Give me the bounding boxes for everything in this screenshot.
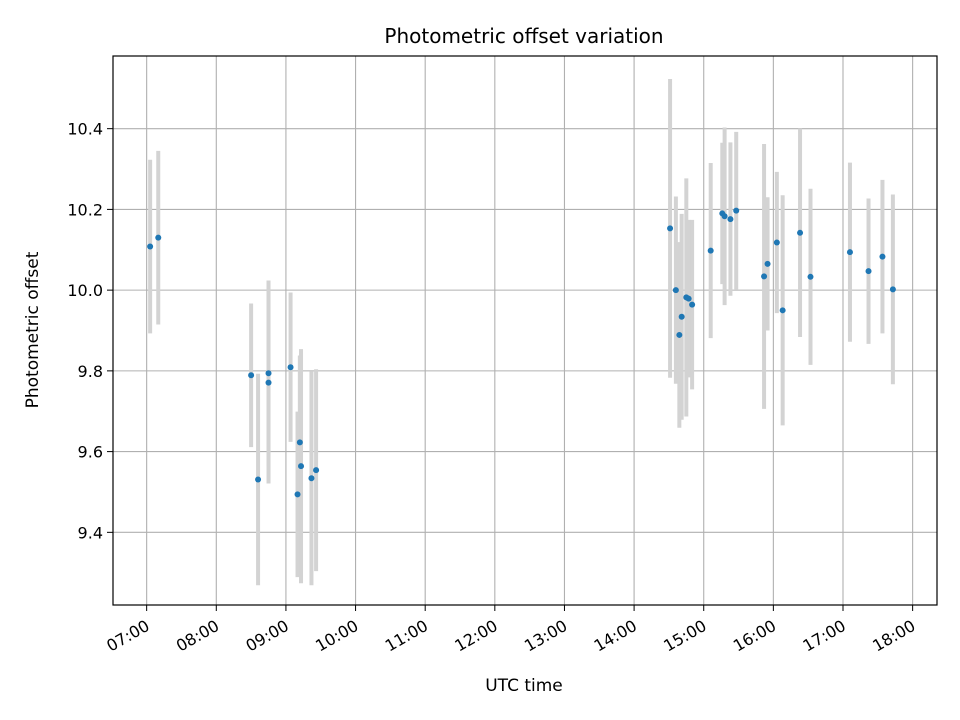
data-point: [773, 239, 780, 246]
y-tick-label: 10.2: [67, 200, 103, 219]
y-tick-label: 9.4: [78, 523, 103, 542]
x-tick-label: 09:00: [242, 616, 291, 656]
data-point: [147, 243, 154, 250]
data-point: [779, 307, 786, 314]
y-axis-ticks: 9.4 9.6 9.8 10.0 10.2 10.4: [67, 120, 113, 542]
data-point: [707, 247, 714, 254]
data-point: [865, 268, 872, 275]
data-point: [294, 491, 301, 498]
data-point: [761, 273, 768, 280]
data-point: [846, 249, 853, 256]
data-point: [308, 475, 315, 482]
data-point: [879, 253, 886, 260]
grid-lines: [113, 56, 937, 605]
x-tick-label: 12:00: [451, 616, 500, 656]
data-point: [296, 439, 303, 446]
data-point: [676, 331, 683, 338]
y-tick-label: 10.4: [67, 120, 103, 139]
data-point: [764, 260, 771, 267]
y-tick-label: 9.8: [78, 362, 103, 381]
x-axis-ticks: 07:00 08:00 09:00 10:00 11:00 12:00 13:00 14:00…: [103, 605, 919, 656]
x-tick-label: 10:00: [312, 616, 361, 656]
x-tick-label: 13:00: [521, 616, 570, 656]
data-point: [265, 379, 272, 386]
x-tick-label: 11:00: [382, 616, 431, 656]
data-point: [672, 287, 679, 294]
data-points: [147, 207, 896, 498]
x-tick-label: 08:00: [173, 616, 222, 656]
data-point: [678, 313, 685, 320]
data-point: [255, 476, 262, 483]
data-point: [265, 370, 272, 377]
data-point: [298, 463, 305, 470]
y-axis-label: Photometric offset: [23, 251, 43, 408]
chart-title: Photometric offset variation: [384, 24, 663, 48]
data-point: [685, 295, 692, 302]
data-point: [727, 216, 734, 223]
data-point: [155, 234, 162, 241]
x-tick-label: 16:00: [730, 616, 779, 656]
data-point: [248, 372, 255, 379]
x-tick-label: 15:00: [660, 616, 709, 656]
data-point: [807, 273, 814, 280]
data-point: [889, 286, 896, 293]
plot-frame: [112, 55, 938, 606]
data-point: [721, 213, 728, 220]
x-tick-label: 17:00: [800, 616, 849, 656]
x-tick-label: 07:00: [103, 616, 152, 656]
x-axis-label: UTC time: [485, 676, 563, 696]
data-point: [797, 229, 804, 236]
data-point: [667, 225, 674, 232]
data-point: [313, 467, 320, 474]
x-tick-label: 14:00: [591, 616, 640, 656]
data-point: [733, 207, 740, 214]
y-tick-label: 9.6: [78, 443, 103, 462]
y-tick-label: 10.0: [67, 281, 103, 300]
data-point: [689, 301, 696, 308]
error-bars: [148, 79, 895, 586]
x-tick-label: 18:00: [869, 616, 918, 656]
data-point: [287, 364, 294, 371]
